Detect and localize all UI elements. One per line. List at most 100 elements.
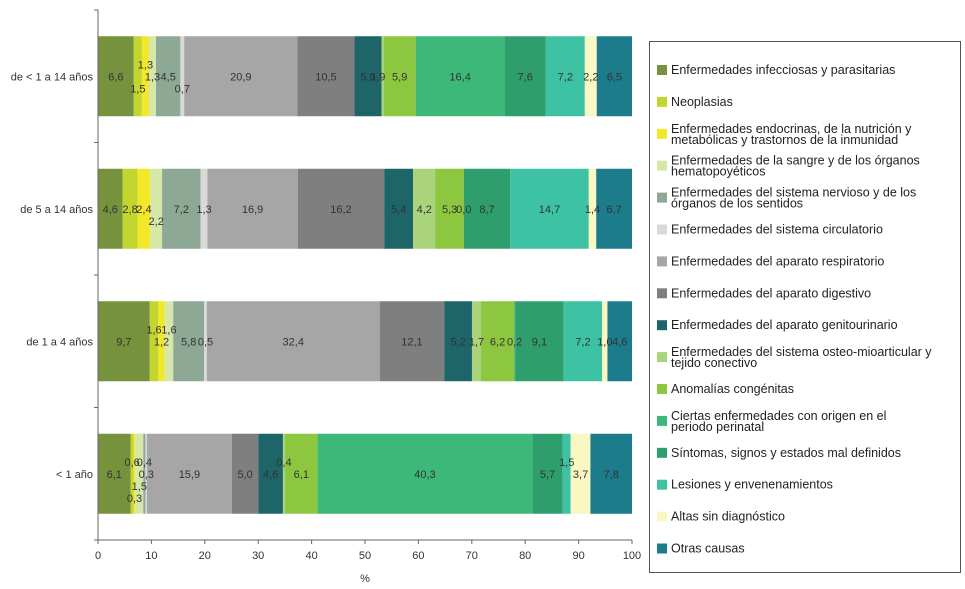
legend-label: Ciertas enfermedades con origen en el (671, 409, 886, 423)
bar-segment (514, 301, 516, 382)
legend-label: Enfermedades endocrinas, de la nutrición… (671, 122, 912, 136)
data-label: 2,4 (136, 204, 151, 216)
bar-segment (133, 36, 142, 117)
data-label: 4,5 (161, 71, 176, 83)
bar-segment (596, 36, 632, 117)
x-tick-label: 40 (305, 550, 317, 562)
data-label: 12,1 (401, 336, 422, 348)
data-label: 16,4 (449, 71, 470, 83)
data-label: 8,7 (479, 204, 494, 216)
bar-segment (143, 433, 146, 514)
data-label: 0,4 (137, 457, 152, 469)
data-label: 1,0 (597, 336, 612, 348)
data-label: 5,2 (450, 336, 465, 348)
legend-label: Enfermedades del aparato genitourinario (671, 318, 898, 332)
data-label: 9,1 (532, 336, 547, 348)
data-label: 7,2 (558, 71, 573, 83)
bar-segment (207, 168, 298, 249)
bar-segment (98, 433, 131, 514)
data-label: 1,6 (161, 324, 176, 336)
legend-label: Anomalías congénitas (671, 382, 794, 396)
bar-segment (413, 168, 436, 249)
x-tick-label: 60 (412, 550, 424, 562)
data-label: 6,1 (294, 469, 309, 481)
bar-segment (510, 168, 589, 249)
data-label: 7,2 (575, 336, 590, 348)
bar-segment (481, 301, 515, 382)
legend-label: hematopoyéticos (671, 165, 766, 179)
x-axis-label: % (360, 573, 370, 585)
data-label: 1,4 (585, 204, 600, 216)
data-label: 6,7 (606, 204, 621, 216)
category-label: de 5 a 14 años (20, 204, 93, 216)
legend-swatch (657, 543, 667, 554)
data-label: 15,9 (179, 469, 200, 481)
bar-segment (158, 301, 165, 382)
bar-segment (156, 36, 181, 117)
bar-segment (135, 433, 144, 514)
bar-segment (150, 168, 163, 249)
legend-swatch (657, 224, 667, 235)
data-label: 6,2 (490, 336, 505, 348)
bar-segment (602, 301, 608, 382)
legend-swatch (657, 192, 667, 203)
legend-swatch (657, 511, 667, 522)
data-label: 32,4 (283, 336, 304, 348)
bar-segment (258, 433, 283, 514)
bar-segment (285, 433, 318, 514)
bar-segment (130, 433, 134, 514)
bar-segment (379, 301, 445, 382)
category-label: < 1 año (56, 469, 93, 481)
bar-segment (180, 36, 185, 117)
data-label: 1,7 (469, 336, 484, 348)
legend-label: Lesiones y envenenamientos (671, 478, 833, 492)
bar-segment (590, 433, 632, 514)
bar-segment (504, 36, 546, 117)
data-label: 1,2 (154, 336, 169, 348)
data-label: 10,5 (315, 71, 336, 83)
category-label: de 1 a 4 años (26, 336, 93, 348)
legend-swatch (657, 447, 667, 458)
data-label: 20,9 (230, 71, 251, 83)
data-label: 1,5 (130, 83, 145, 95)
data-label: 1,5 (132, 481, 147, 493)
bar-segment (596, 168, 632, 249)
data-label: 7,2 (174, 204, 189, 216)
bar-segment (204, 301, 207, 382)
data-label: 9,7 (116, 336, 131, 348)
legend-label: periodo perinatal (671, 420, 764, 434)
legend-swatch (657, 128, 667, 139)
bar-segment (133, 433, 136, 514)
x-tick-label: 90 (572, 550, 584, 562)
bar-segment (149, 301, 159, 382)
bar-segment (147, 433, 232, 514)
bar-segment (570, 433, 591, 514)
category-label: de < 1 a 14 años (11, 71, 94, 83)
bar-segment (297, 36, 355, 117)
data-label: 3,7 (573, 469, 588, 481)
bar-segment (297, 168, 385, 249)
x-tick-label: 0 (95, 550, 101, 562)
data-label: 0,3 (127, 493, 142, 505)
bar-segment (137, 168, 151, 249)
data-label: 0,7 (175, 83, 190, 95)
x-tick-label: 80 (519, 550, 531, 562)
legend-label: Enfermedades del sistema nervioso y de l… (671, 186, 916, 200)
data-label: 7,8 (604, 469, 619, 481)
bar-segment (98, 36, 134, 117)
legend-swatch (657, 415, 667, 426)
x-tick-label: 50 (359, 550, 371, 562)
bar-segment (317, 433, 533, 514)
bar-segment (588, 168, 597, 249)
legend-swatch (657, 384, 667, 394)
bar-segment (141, 36, 149, 117)
bar-segment (471, 301, 482, 382)
legend-swatch (657, 256, 667, 267)
bars-layer (98, 36, 632, 514)
data-label: 2,8 (122, 204, 137, 216)
x-tick-label: 30 (252, 550, 264, 562)
bar-segment (98, 301, 150, 382)
data-label: 40,3 (414, 469, 435, 481)
data-label: 1,9 (370, 71, 385, 83)
bar-segment (381, 36, 384, 117)
